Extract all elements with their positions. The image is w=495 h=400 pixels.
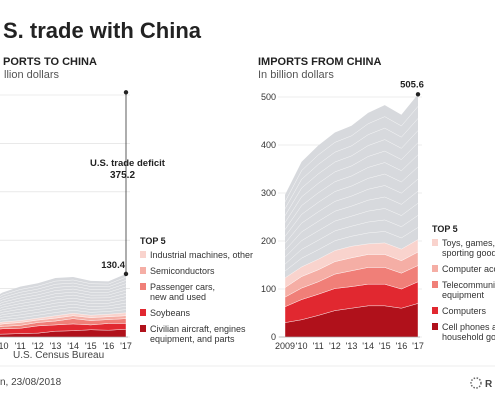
series-stripe [0, 296, 127, 311]
x-tick-label: '14 [362, 341, 374, 351]
deficit-label: U.S. trade deficit [90, 158, 166, 169]
series-stripe [0, 276, 127, 297]
legend-label: household go [442, 332, 495, 342]
legend-swatch [140, 251, 146, 258]
legend-label: Telecommuni [442, 280, 495, 290]
series-stripe [284, 142, 419, 223]
series-area-5 [0, 312, 127, 325]
legend-label: equipment [442, 290, 485, 300]
legend-swatch [140, 325, 146, 332]
series-stripe [284, 190, 419, 251]
legend-label: Cell phones a [442, 322, 495, 332]
x-tick-label: '14 [67, 341, 79, 351]
reuters-logo: R [470, 377, 493, 390]
series-stripe [284, 178, 419, 244]
legend-swatch [140, 309, 146, 316]
y-tick-label: 100 [261, 284, 276, 294]
legend-label: Passenger cars, [150, 282, 215, 292]
series-stripe [284, 215, 419, 265]
exports-subtitle: llion dollars [4, 69, 60, 81]
legend-label: new and used [150, 292, 206, 302]
imports-chart: IMPORTS FROM CHINA In billion dollars 20… [258, 56, 495, 351]
series-stripe [284, 166, 419, 237]
series-stripe [0, 293, 127, 309]
imports-total-label: 505.6 [400, 79, 424, 90]
legend-title: TOP 5 [140, 236, 166, 246]
imports-title: IMPORTS FROM CHINA [258, 56, 381, 68]
series-stripe [0, 309, 127, 321]
x-tick-label: '16 [103, 341, 115, 351]
x-tick-label: '13 [50, 341, 62, 351]
legend-label: Semiconductors [150, 266, 215, 276]
legend-swatch [432, 307, 438, 314]
legend-label: Industrial machines, other [150, 250, 253, 260]
source-text: n, 23/08/2018 [0, 377, 62, 388]
imports-subtitle: In billion dollars [258, 69, 334, 81]
page-title: S. trade with China [3, 18, 202, 43]
legend-swatch [432, 265, 438, 272]
series-area-5 [284, 239, 419, 288]
series-stripe [284, 118, 419, 209]
legend-label: Soybeans [150, 308, 191, 318]
legend-title: TOP 5 [432, 224, 458, 234]
series-stripe [284, 203, 419, 258]
legend-label: equipment, and parts [150, 334, 235, 344]
exports-total-label: 130.4 [101, 260, 125, 271]
logo-text: R [485, 379, 493, 390]
y-tick-label: 500 [261, 92, 276, 102]
y-tick-label: 200 [261, 236, 276, 246]
series-stripe [0, 299, 127, 314]
series-stripe [0, 280, 127, 300]
legend-swatch [140, 267, 146, 274]
legend-swatch [140, 283, 146, 290]
legend-swatch [432, 281, 438, 288]
series-stripe [284, 130, 419, 216]
x-tick-label: 2009 [275, 341, 295, 351]
x-tick-label: '12 [329, 341, 341, 351]
legend-label: Computers [442, 306, 487, 316]
source-credit: U.S. Census Bureau [13, 350, 104, 361]
legend-label: sporting goods [442, 248, 495, 258]
exports-title: PORTS TO CHINA [3, 56, 97, 68]
x-tick-label: '13 [346, 341, 358, 351]
y-tick-label: 0 [271, 332, 276, 342]
series-stripe [284, 154, 419, 230]
legend-swatch [432, 239, 438, 246]
x-tick-label: '15 [379, 341, 391, 351]
legend-label: Computer acc [442, 264, 495, 274]
x-tick-label: '11 [313, 341, 324, 351]
y-tick-label: 400 [261, 140, 276, 150]
series-stripe [284, 106, 419, 202]
x-tick-label: '17 [412, 341, 424, 351]
x-tick-label: '10 [0, 341, 8, 351]
series-stripe [284, 227, 419, 272]
legend-label: Toys, games, a [442, 238, 495, 248]
deficit-top-marker [123, 90, 129, 95]
series-stripe [0, 302, 127, 316]
series-stripe [0, 283, 127, 302]
series-stripe [0, 289, 127, 307]
x-tick-label: '15 [85, 341, 97, 351]
x-tick-label: '10 [296, 341, 308, 351]
legend-swatch [432, 323, 438, 330]
series-stripe [0, 286, 127, 304]
y-tick-label: 300 [261, 188, 276, 198]
logo-mark-icon [470, 377, 482, 389]
legend-label: Civilian aircraft, engines [150, 324, 246, 334]
x-tick-label: '11 [15, 341, 26, 351]
x-tick-label: '12 [32, 341, 44, 351]
exports-chart: PORTS TO CHINA llion dollars '10 '11 '12 '1… [0, 56, 253, 351]
series-stripe [0, 306, 127, 319]
deficit-value: 375.2 [110, 170, 135, 181]
x-tick-label: '16 [396, 341, 408, 351]
x-tick-label: '17 [120, 341, 132, 351]
total-point-marker [415, 92, 421, 97]
